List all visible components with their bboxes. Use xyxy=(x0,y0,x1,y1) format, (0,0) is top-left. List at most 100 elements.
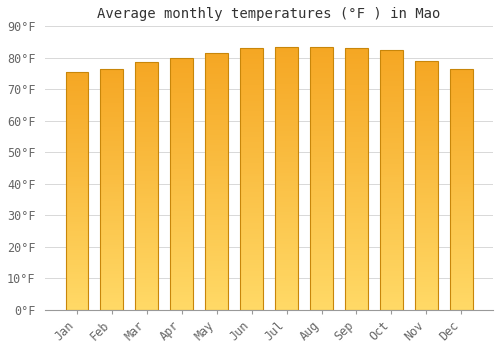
Bar xyxy=(136,72,158,75)
Bar xyxy=(275,189,298,191)
Bar xyxy=(206,99,228,102)
Bar xyxy=(275,115,298,118)
Bar xyxy=(415,138,438,141)
Bar xyxy=(170,176,193,179)
Bar xyxy=(380,245,403,247)
Bar xyxy=(170,113,193,116)
Bar xyxy=(345,210,368,213)
Bar xyxy=(310,149,333,152)
Bar xyxy=(345,218,368,221)
Bar xyxy=(240,218,263,221)
Bar xyxy=(170,302,193,305)
Bar xyxy=(206,235,228,238)
Bar xyxy=(415,126,438,128)
Bar xyxy=(240,95,263,98)
Bar xyxy=(345,127,368,130)
Bar xyxy=(310,65,333,68)
Bar xyxy=(136,171,158,174)
Bar xyxy=(310,52,333,55)
Bar xyxy=(136,186,158,189)
Bar xyxy=(310,289,333,291)
Bar xyxy=(206,61,228,63)
Bar xyxy=(450,216,472,218)
Bar xyxy=(380,226,403,229)
Bar xyxy=(136,75,158,77)
Bar xyxy=(380,68,403,71)
Bar xyxy=(450,69,472,71)
Bar xyxy=(100,78,123,81)
Title: Average monthly temperatures (°F ) in Mao: Average monthly temperatures (°F ) in Ma… xyxy=(98,7,441,21)
Bar xyxy=(275,55,298,57)
Bar xyxy=(310,231,333,233)
Bar xyxy=(380,94,403,97)
Bar xyxy=(136,136,158,139)
Bar xyxy=(275,204,298,207)
Bar xyxy=(170,257,193,259)
Bar xyxy=(345,56,368,59)
Bar xyxy=(100,134,123,136)
Bar xyxy=(66,193,88,196)
Bar xyxy=(415,111,438,113)
Bar xyxy=(240,75,263,77)
Bar xyxy=(380,118,403,120)
Bar xyxy=(170,73,193,75)
Bar xyxy=(66,158,88,160)
Bar xyxy=(450,290,472,293)
Bar xyxy=(345,59,368,61)
Bar xyxy=(240,85,263,88)
Bar xyxy=(136,228,158,231)
Bar xyxy=(170,126,193,128)
Bar xyxy=(206,197,228,199)
Bar xyxy=(240,127,263,130)
Bar xyxy=(450,182,472,184)
Bar xyxy=(415,188,438,190)
Bar xyxy=(100,300,123,302)
Bar xyxy=(310,223,333,225)
Bar xyxy=(136,189,158,191)
Bar xyxy=(100,298,123,300)
Bar xyxy=(415,173,438,175)
Bar xyxy=(170,259,193,262)
Bar xyxy=(450,271,472,274)
Bar xyxy=(170,267,193,270)
Bar xyxy=(275,275,298,278)
Bar xyxy=(206,171,228,174)
Bar xyxy=(100,278,123,281)
Bar xyxy=(275,199,298,202)
Bar xyxy=(206,302,228,304)
Bar xyxy=(136,134,158,136)
Bar xyxy=(100,127,123,129)
Bar xyxy=(240,56,263,59)
Bar xyxy=(450,206,472,209)
Bar xyxy=(310,147,333,149)
Bar xyxy=(415,178,438,180)
Bar xyxy=(100,240,123,242)
Bar xyxy=(345,255,368,258)
Bar xyxy=(345,258,368,260)
Bar xyxy=(66,107,88,110)
Bar xyxy=(206,212,228,215)
Bar xyxy=(275,76,298,78)
Bar xyxy=(415,66,438,68)
Bar xyxy=(275,304,298,307)
Bar xyxy=(450,95,472,98)
Bar xyxy=(275,241,298,244)
Bar xyxy=(415,282,438,285)
Bar xyxy=(415,208,438,210)
Bar xyxy=(136,152,158,154)
Bar xyxy=(275,239,298,241)
Bar xyxy=(415,180,438,183)
Bar xyxy=(170,58,193,310)
Bar xyxy=(206,133,228,135)
Bar xyxy=(275,97,298,99)
Bar xyxy=(66,208,88,210)
Bar xyxy=(345,161,368,163)
Bar xyxy=(415,63,438,66)
Bar xyxy=(66,281,88,284)
Bar xyxy=(275,228,298,231)
Bar xyxy=(450,114,472,117)
Bar xyxy=(380,58,403,60)
Bar xyxy=(450,257,472,259)
Bar xyxy=(380,286,403,289)
Bar xyxy=(100,257,123,259)
